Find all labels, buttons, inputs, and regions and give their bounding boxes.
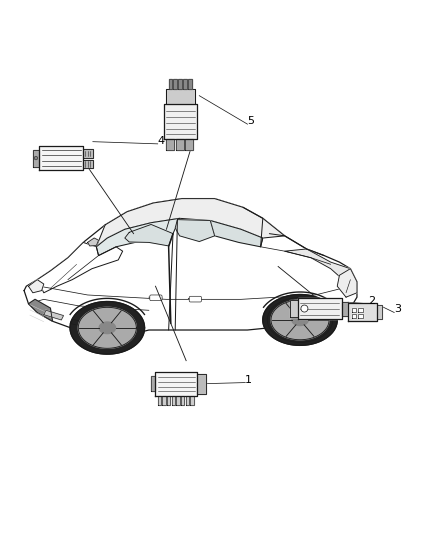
Polygon shape <box>28 280 44 293</box>
Circle shape <box>301 305 308 312</box>
Polygon shape <box>285 249 357 286</box>
Polygon shape <box>186 395 189 405</box>
Polygon shape <box>155 372 197 395</box>
Polygon shape <box>298 298 342 319</box>
Polygon shape <box>190 395 194 405</box>
Polygon shape <box>44 310 64 320</box>
Polygon shape <box>167 395 170 405</box>
Polygon shape <box>175 220 215 241</box>
FancyBboxPatch shape <box>150 295 162 301</box>
Polygon shape <box>158 395 161 405</box>
Polygon shape <box>290 300 298 317</box>
Text: 5: 5 <box>247 116 254 126</box>
Polygon shape <box>99 322 116 334</box>
Polygon shape <box>176 140 184 150</box>
Circle shape <box>34 156 38 160</box>
Polygon shape <box>178 79 182 89</box>
Polygon shape <box>28 300 53 321</box>
Polygon shape <box>70 302 145 354</box>
Polygon shape <box>125 224 173 246</box>
Polygon shape <box>166 89 195 104</box>
Polygon shape <box>37 243 123 293</box>
Polygon shape <box>96 219 180 255</box>
Polygon shape <box>210 221 263 247</box>
Text: 3: 3 <box>394 304 401 314</box>
Polygon shape <box>176 395 180 405</box>
Polygon shape <box>342 302 348 316</box>
Polygon shape <box>358 314 363 318</box>
Polygon shape <box>169 79 172 89</box>
Polygon shape <box>70 319 90 328</box>
Polygon shape <box>348 303 377 321</box>
FancyBboxPatch shape <box>189 296 201 302</box>
Polygon shape <box>151 376 155 391</box>
Polygon shape <box>83 159 93 168</box>
Polygon shape <box>292 314 308 326</box>
Polygon shape <box>173 79 177 89</box>
Polygon shape <box>271 300 329 340</box>
Polygon shape <box>183 79 187 89</box>
Polygon shape <box>33 150 39 166</box>
Polygon shape <box>377 304 382 319</box>
Polygon shape <box>185 140 193 150</box>
Polygon shape <box>88 238 99 246</box>
Polygon shape <box>337 269 357 297</box>
Polygon shape <box>96 199 285 247</box>
Polygon shape <box>24 199 357 336</box>
Polygon shape <box>358 308 363 312</box>
Polygon shape <box>352 314 356 318</box>
Polygon shape <box>83 149 93 158</box>
Polygon shape <box>162 395 166 405</box>
Text: 4: 4 <box>158 136 165 146</box>
Polygon shape <box>164 104 197 140</box>
Polygon shape <box>197 374 206 393</box>
Polygon shape <box>181 395 184 405</box>
Text: 2: 2 <box>368 296 375 306</box>
Polygon shape <box>166 140 174 150</box>
Polygon shape <box>263 295 337 345</box>
Polygon shape <box>39 146 83 170</box>
Polygon shape <box>78 308 136 348</box>
Polygon shape <box>352 308 356 312</box>
Polygon shape <box>188 79 191 89</box>
Text: 1: 1 <box>245 375 252 385</box>
Polygon shape <box>172 395 175 405</box>
